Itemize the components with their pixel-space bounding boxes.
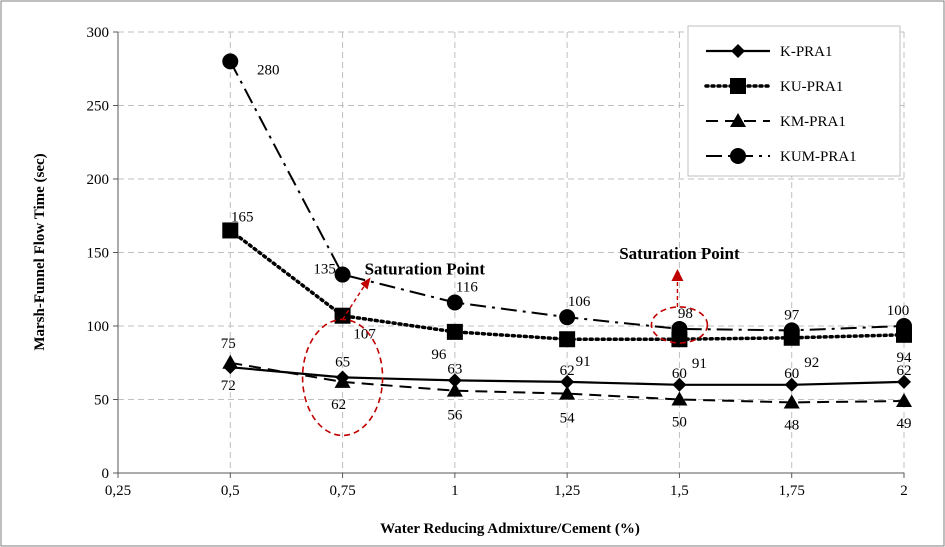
data-point-kum-pra1	[671, 320, 688, 337]
data-point-ku-pra1	[334, 307, 351, 324]
y-tick-label: 300	[87, 25, 110, 41]
legend-label-ku-pra1: KU-PRA1	[780, 79, 843, 95]
saturation-arrow-head	[360, 277, 371, 290]
y-tick-label: 250	[87, 99, 110, 115]
data-label: 96	[431, 347, 447, 363]
saturation-point-label: Saturation Point	[619, 244, 740, 263]
data-label: 62	[560, 363, 575, 379]
data-label: 280	[257, 62, 280, 78]
data-label: 54	[560, 411, 576, 427]
data-point-km-pra1	[671, 391, 688, 406]
data-point-kum-pra1	[559, 309, 576, 326]
data-point-kum-pra1	[783, 322, 800, 339]
y-tick-label: 50	[94, 393, 109, 409]
data-point-k-pra1	[560, 374, 575, 389]
data-point-ku-pra1	[222, 222, 239, 239]
y-tick-label: 150	[87, 246, 110, 262]
legend-label-k-pra1: K-PRA1	[780, 44, 833, 60]
saturation-ellipse	[650, 306, 709, 344]
data-point-kum-pra1	[334, 266, 351, 283]
legend-marker-kum-pra1	[730, 148, 746, 164]
data-label: 75	[221, 336, 236, 352]
data-point-km-pra1	[559, 385, 576, 400]
data-point-km-pra1	[896, 392, 912, 407]
data-point-km-pra1	[783, 394, 800, 409]
data-label: 63	[447, 361, 462, 377]
x-tick-label: 0,5	[221, 483, 240, 499]
data-label: 97	[784, 307, 800, 323]
legend: K-PRA1 KU-PRA1 KM-PRA1 KUM-PRA1	[687, 25, 901, 177]
data-label: 56	[447, 408, 463, 424]
x-tick-label: 1,25	[554, 483, 580, 499]
data-label: 165	[231, 209, 254, 225]
data-label: 94	[897, 350, 913, 366]
y-tick-label: 200	[87, 172, 110, 188]
data-label: 91	[692, 356, 707, 372]
y-tick-label: 0	[102, 466, 110, 482]
annotation-layer: Saturation Point Saturation Point	[301, 244, 740, 437]
data-label: 135	[313, 262, 336, 278]
data-point-kum-pra1	[446, 294, 463, 311]
data-point-km-pra1	[222, 354, 239, 369]
data-label: 60	[784, 366, 799, 382]
data-point-kum-pra1	[896, 318, 912, 334]
legend-marker-ku-pra1	[730, 78, 746, 94]
x-tick-label: 1,75	[779, 483, 805, 499]
x-tick-label: 0,75	[329, 483, 355, 499]
data-label: 91	[576, 354, 591, 370]
data-point-km-pra1	[334, 373, 351, 388]
data-label: 62	[897, 363, 912, 379]
data-point-km-pra1	[446, 382, 463, 397]
data-label: 72	[221, 378, 236, 394]
data-point-k-pra1	[672, 377, 687, 392]
y-tick-label: 100	[87, 319, 110, 335]
x-axis-title: Water Reducing Admixture/Cement (%)	[380, 521, 640, 537]
legend-marker-km-pra1	[730, 113, 746, 127]
data-label: 92	[804, 355, 819, 371]
legend-marker-k-pra1	[731, 44, 745, 58]
legend-label-kum-pra1: KUM-PRA1	[780, 149, 857, 165]
x-tick-label: 1	[451, 483, 459, 499]
x-tick-label: 0,25	[105, 483, 131, 499]
data-label: 50	[672, 415, 687, 431]
legend-label-km-pra1: KM-PRA1	[780, 114, 846, 130]
data-point-kum-pra1	[222, 53, 239, 70]
data-label: 106	[568, 294, 591, 310]
y-axis-title: Marsh-Funnel Flow Time (sec)	[32, 153, 48, 350]
data-label-layer: 72 65 63 62 60 60 62 165 107 96 91 91 92 94 75 62 56 54 50…	[221, 62, 912, 433]
data-label: 62	[331, 397, 346, 413]
data-label: 48	[784, 417, 799, 433]
saturation-arrow-head	[671, 268, 684, 281]
data-label: 98	[678, 306, 693, 322]
x-tick-label: 1,5	[670, 483, 689, 499]
x-tick-label: 2	[900, 483, 908, 499]
data-label: 107	[353, 327, 376, 343]
data-label: 60	[672, 366, 687, 382]
data-label: 65	[335, 354, 350, 370]
data-point-ku-pra1	[446, 323, 463, 340]
data-label: 100	[887, 303, 910, 319]
data-point-ku-pra1	[559, 331, 576, 348]
data-point-k-pra1	[447, 373, 462, 388]
data-label: 49	[897, 416, 912, 432]
saturation-point-label: Saturation Point	[365, 259, 486, 278]
data-point-k-pra1	[784, 377, 799, 392]
data-label: 116	[456, 279, 478, 295]
data-point-k-pra1	[897, 374, 911, 389]
